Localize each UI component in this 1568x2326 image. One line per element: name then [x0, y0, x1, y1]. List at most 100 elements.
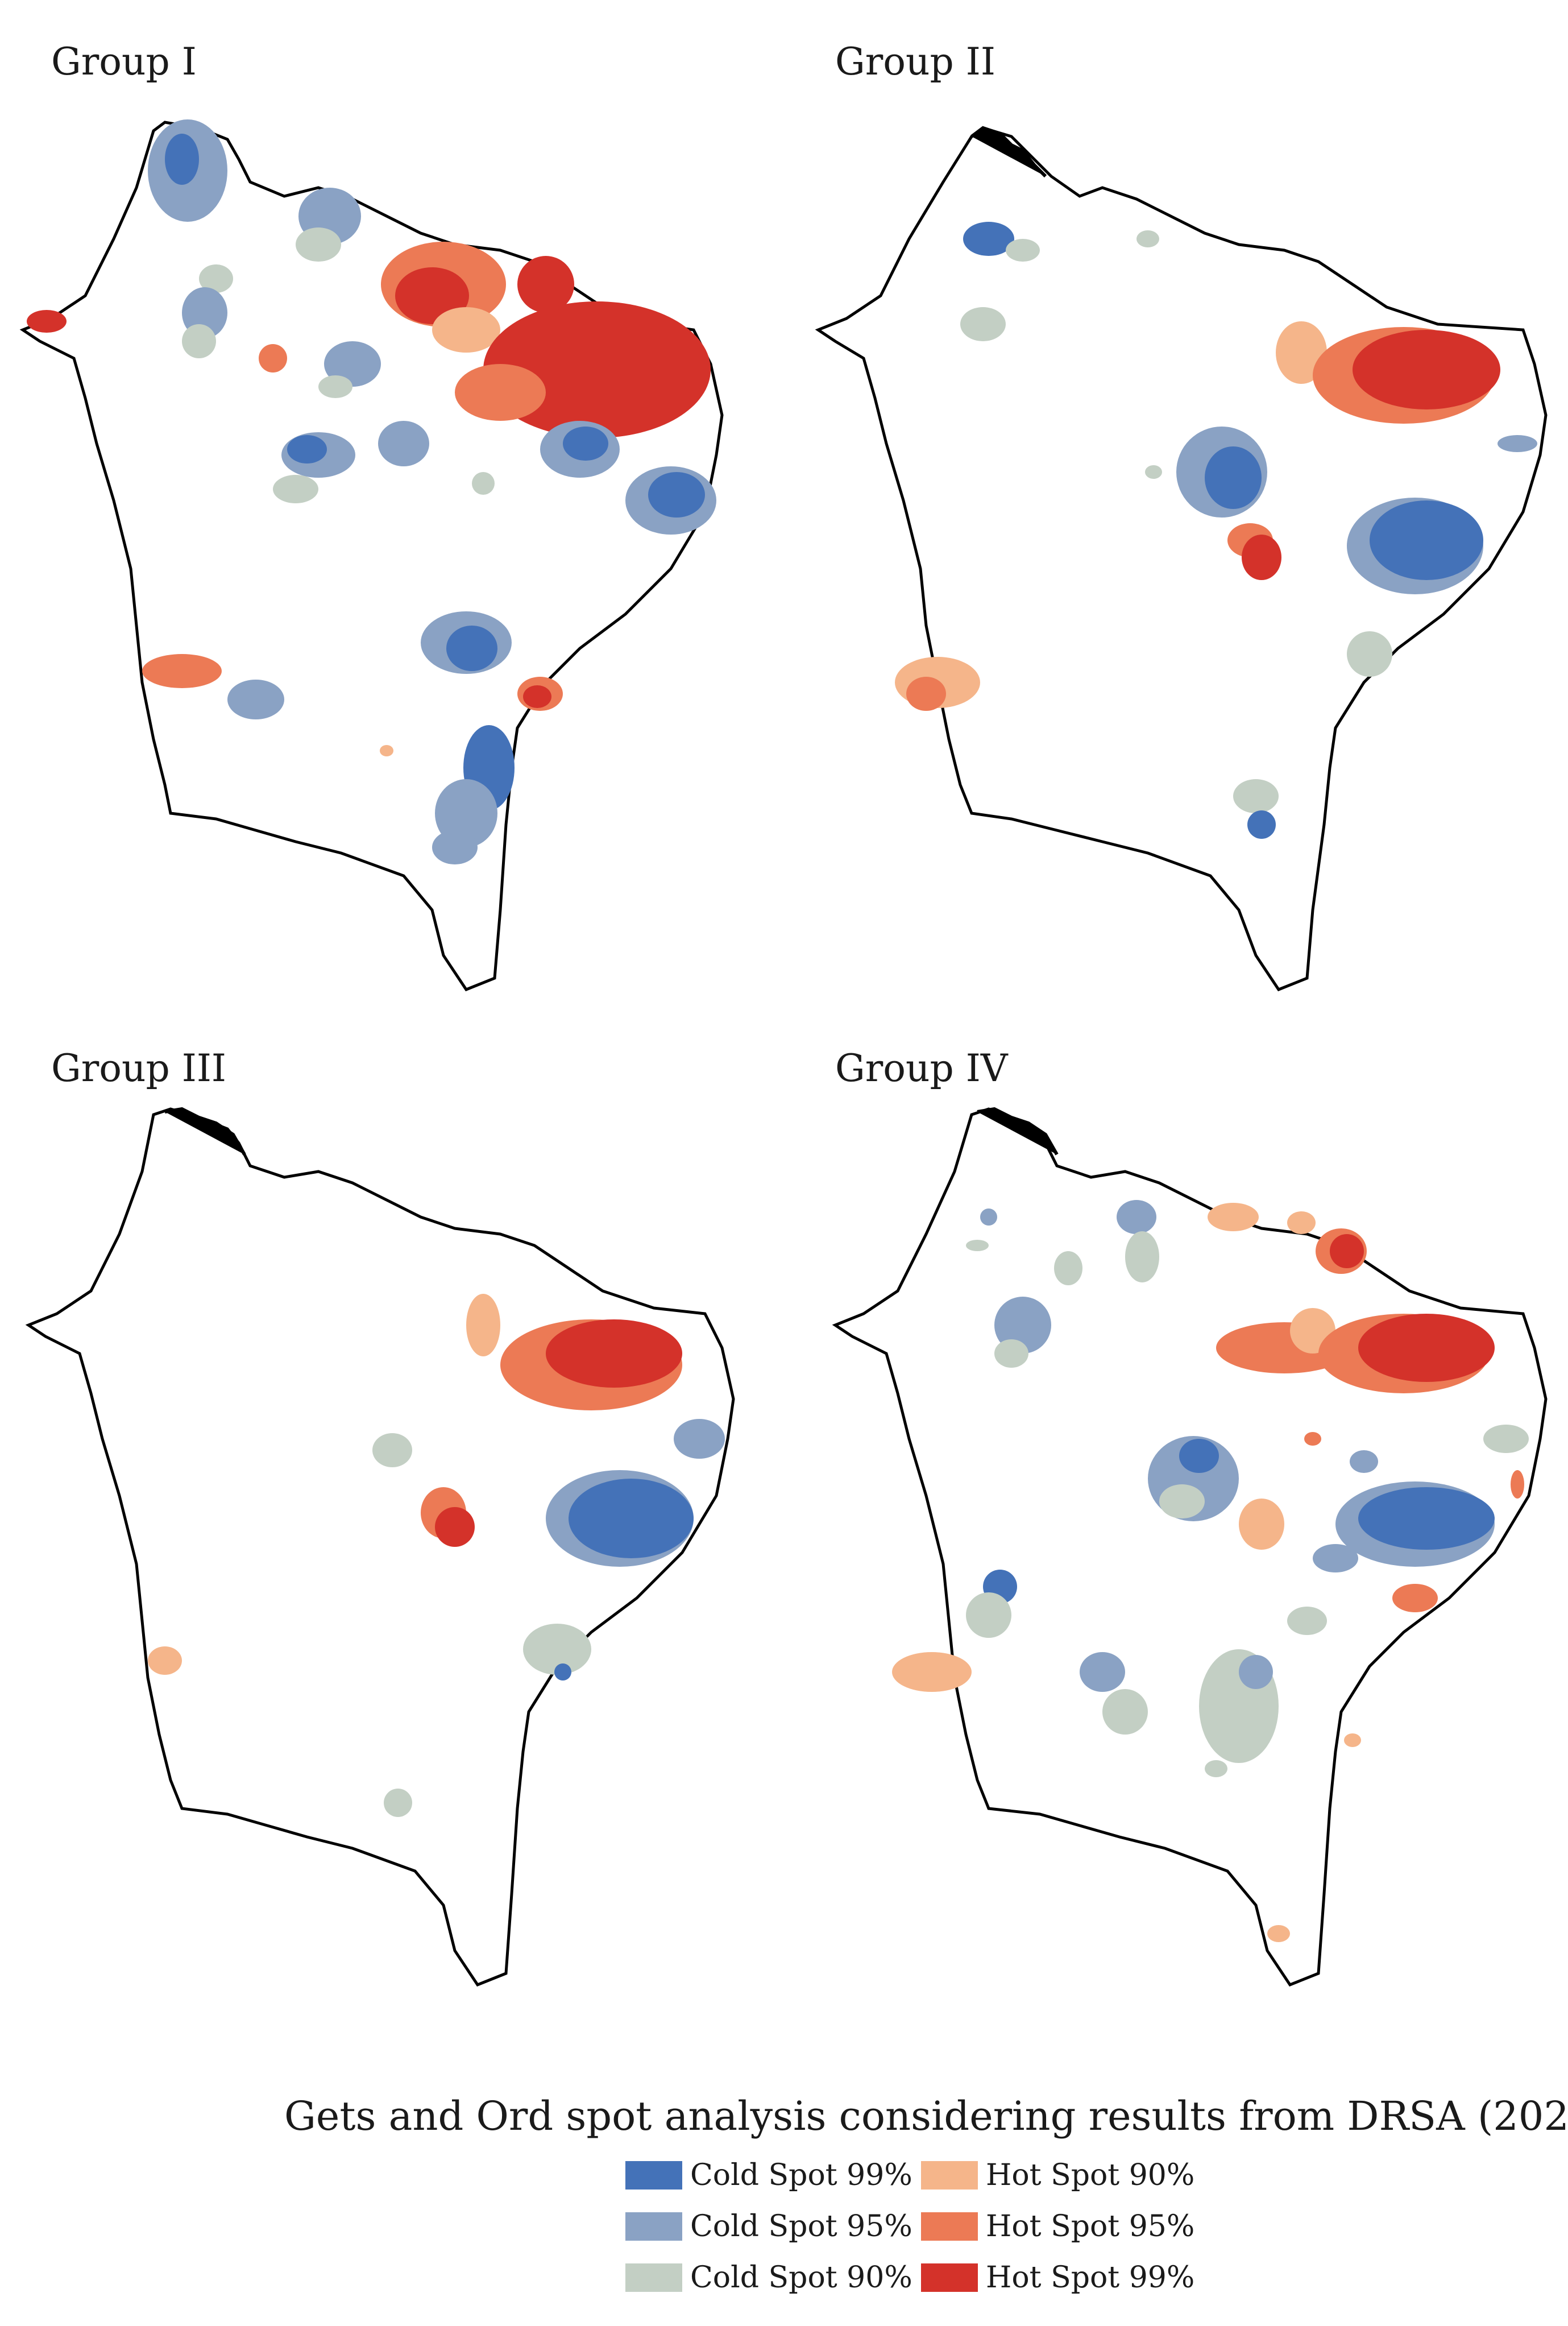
spot-hot90: [148, 1646, 182, 1675]
map-panel-group-4: Group IV: [784, 1007, 1568, 2013]
legend-item-cold-90: Cold Spot 90%: [625, 2258, 912, 2298]
spot-cold90: [199, 264, 233, 293]
spot-cold90: [1145, 465, 1162, 479]
spot-hot90: [1208, 1203, 1259, 1231]
spot-hot95: [142, 654, 222, 688]
spot-hot95: [1304, 1432, 1321, 1446]
spot-cold99: [563, 427, 608, 461]
spot-hot99: [1358, 1314, 1495, 1382]
region-map: [19, 119, 724, 992]
panel-title: Group III: [51, 1046, 226, 1090]
spot-cold90: [1287, 1607, 1327, 1635]
spot-cold90: [384, 1789, 412, 1817]
spot-cold95: [432, 830, 478, 864]
spot-hot99: [1242, 535, 1281, 580]
spot-cold90: [1125, 1231, 1159, 1282]
spot-cold90: [318, 375, 352, 398]
region-map: [832, 1107, 1548, 1987]
spot-cold99: [554, 1663, 571, 1681]
spot-cold90: [966, 1592, 1011, 1638]
legend-swatch: [625, 2212, 682, 2241]
spot-hot90: [1267, 1925, 1290, 1942]
legend-label: Cold Spot 99%: [690, 2158, 912, 2192]
spot-hot99: [435, 1507, 475, 1547]
spot-cold95: [378, 421, 429, 466]
spot-hot99: [1353, 330, 1500, 409]
legend-item-cold-95: Cold Spot 95%: [625, 2207, 912, 2246]
region-outline: [19, 121, 724, 992]
spot-hot95: [906, 677, 946, 711]
spot-hot99: [546, 1319, 682, 1388]
spot-cold95: [1080, 1652, 1125, 1692]
map-panel-group-2: Group II: [784, 0, 1568, 1007]
panel-title: Group IV: [835, 1046, 1008, 1090]
spot-cold95: [1239, 1655, 1273, 1689]
legend-swatch: [921, 2212, 978, 2241]
spot-cold90: [1102, 1689, 1148, 1735]
spot-cold90: [273, 475, 318, 503]
spot-cold99: [648, 472, 705, 518]
spot-cold99: [1358, 1487, 1495, 1550]
spot-cold99: [1247, 810, 1276, 839]
legend: Cold Spot 99% Hot Spot 90% Cold Spot 95%…: [625, 2155, 1251, 2326]
spot-hot90: [1239, 1499, 1284, 1550]
panel-title: Group II: [835, 40, 995, 84]
spot-cold95: [1313, 1544, 1358, 1572]
map-panel-group-3: Group III: [0, 1007, 784, 2013]
spot-cold90: [1159, 1484, 1205, 1518]
spot-cold90: [1233, 779, 1279, 813]
spot-cold90: [523, 1624, 591, 1675]
spot-cold90: [1483, 1425, 1529, 1453]
legend-label: Cold Spot 95%: [690, 2209, 912, 2244]
spot-cold90: [960, 307, 1006, 341]
spot-cold95: [980, 1208, 997, 1226]
spot-cold99: [165, 134, 199, 185]
spot-cold99: [1370, 500, 1483, 580]
spot-hot99: [1330, 1234, 1364, 1268]
spot-hot90: [1287, 1211, 1316, 1234]
spot-cold95: [1350, 1450, 1378, 1473]
spot-cold99: [1179, 1439, 1219, 1473]
legend-label: Cold Spot 90%: [690, 2261, 912, 2295]
panel-title: Group I: [51, 40, 197, 84]
spot-cold90: [1205, 1760, 1227, 1777]
spot-cold95: [227, 680, 284, 719]
spot-cold90: [994, 1339, 1028, 1368]
spot-cold99: [287, 435, 327, 463]
spot-cold95: [435, 779, 497, 847]
legend-item-cold-99: Cold Spot 99%: [625, 2155, 912, 2195]
spot-hot90: [432, 307, 500, 353]
spot-cold99: [963, 222, 1014, 256]
spot-cold90: [472, 472, 495, 495]
spot-hot90: [466, 1294, 500, 1356]
spot-cold90: [1347, 631, 1392, 677]
spot-hot90: [892, 1652, 972, 1692]
spot-cold99: [1205, 446, 1262, 509]
legend-label: Hot Spot 99%: [986, 2261, 1195, 2295]
coastal-islands-mark: [977, 1107, 1059, 1156]
spot-cold90: [1006, 239, 1040, 262]
legend-label: Hot Spot 90%: [986, 2158, 1195, 2192]
coastal-islands-mark: [164, 1107, 246, 1156]
legend-swatch: [921, 2263, 978, 2292]
legend-item-hot-95: Hot Spot 95%: [921, 2207, 1194, 2246]
legend-swatch: [625, 2263, 682, 2292]
coastal-islands-mark: [970, 126, 1047, 178]
spot-hot95: [259, 344, 287, 373]
spot-cold95: [324, 341, 381, 387]
spot-hot95: [1392, 1584, 1438, 1612]
region-map: [815, 126, 1548, 992]
map-panel-group-1: Group I: [0, 0, 784, 1007]
legend-swatch: [625, 2161, 682, 2190]
spot-hot99: [523, 685, 551, 708]
spot-cold90: [1136, 230, 1159, 247]
legend-item-hot-99: Hot Spot 99%: [921, 2258, 1194, 2298]
spot-cold90: [372, 1433, 412, 1467]
spot-cold99: [569, 1479, 694, 1558]
spot-cold90: [966, 1240, 989, 1251]
spot-hot90: [1344, 1733, 1361, 1747]
spot-cold95: [674, 1419, 725, 1459]
spot-cold99: [446, 626, 497, 671]
region-map: [25, 1107, 735, 1987]
legend-swatch: [921, 2161, 978, 2190]
